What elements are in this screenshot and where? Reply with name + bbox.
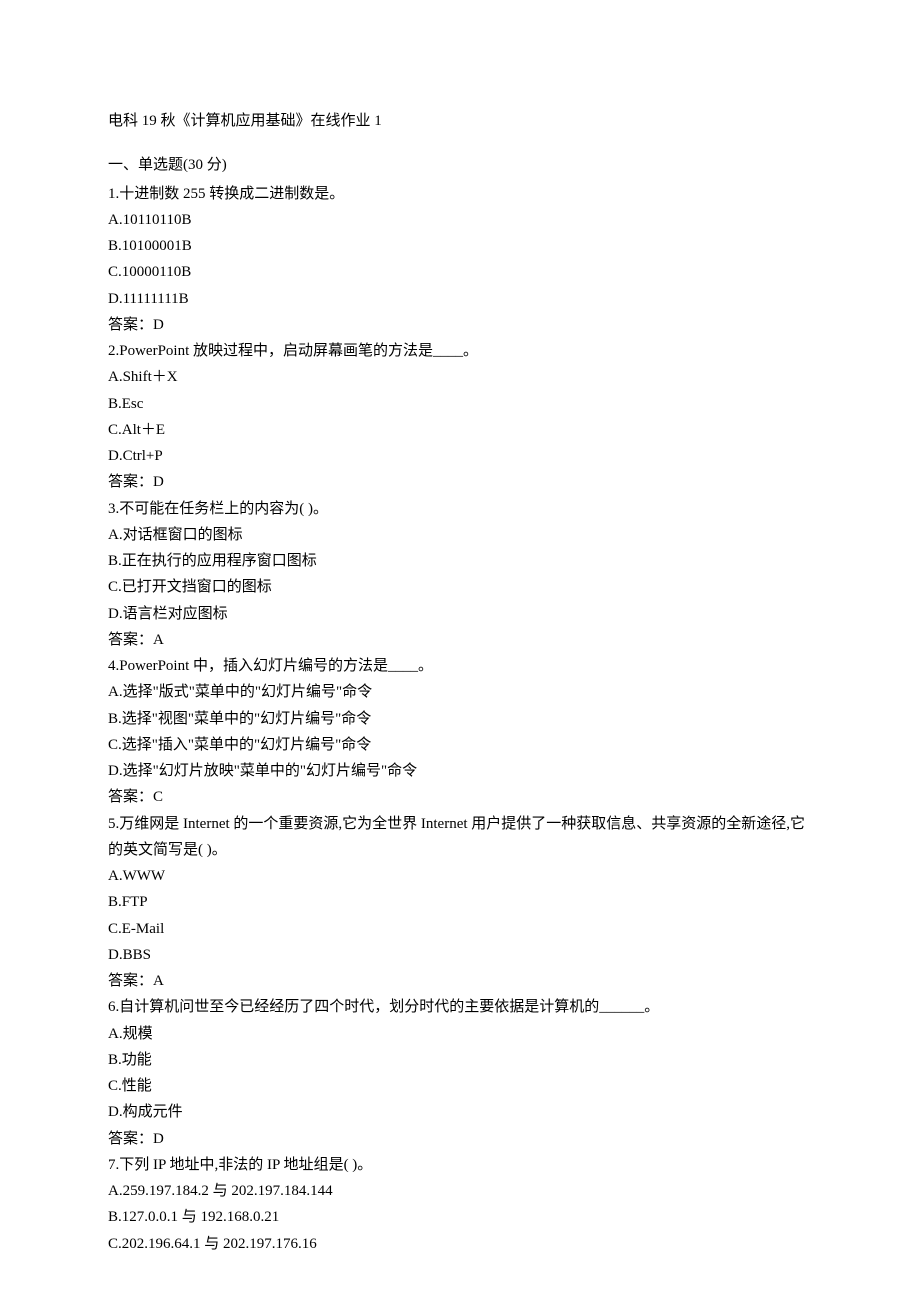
answer: 答案：D — [108, 1126, 812, 1152]
option: C.已打开文挡窗口的图标 — [108, 574, 812, 600]
question-text: 3.不可能在任务栏上的内容为( )。 — [108, 496, 812, 522]
option: A.对话框窗口的图标 — [108, 522, 812, 548]
answer: 答案：A — [108, 968, 812, 994]
option: A.Shift＋X — [108, 364, 812, 390]
question-text: 2.PowerPoint 放映过程中，启动屏幕画笔的方法是____。 — [108, 338, 812, 364]
option: D.选择"幻灯片放映"菜单中的"幻灯片编号"命令 — [108, 758, 812, 784]
question-text: 4.PowerPoint 中，插入幻灯片编号的方法是____。 — [108, 653, 812, 679]
option: D.11111111B — [108, 286, 812, 312]
section-header: 一、单选题(30 分) — [108, 152, 812, 178]
questions-container: 1.十进制数 255 转换成二进制数是。A.10110110BB.1010000… — [108, 181, 812, 1257]
option: C.选择"插入"菜单中的"幻灯片编号"命令 — [108, 732, 812, 758]
page-title: 电科 19 秋《计算机应用基础》在线作业 1 — [108, 108, 812, 134]
answer: 答案：D — [108, 469, 812, 495]
option: A.WWW — [108, 863, 812, 889]
option: A.规模 — [108, 1021, 812, 1047]
answer: 答案：D — [108, 312, 812, 338]
option: C.性能 — [108, 1073, 812, 1099]
question-text: 5.万维网是 Internet 的一个重要资源,它为全世界 Internet 用… — [108, 811, 812, 864]
option: A.10110110B — [108, 207, 812, 233]
option: B.Esc — [108, 391, 812, 417]
option: D.Ctrl+P — [108, 443, 812, 469]
option: C.E-Mail — [108, 916, 812, 942]
option: B.FTP — [108, 889, 812, 915]
option: D.构成元件 — [108, 1099, 812, 1125]
option: B.10100001B — [108, 233, 812, 259]
question-text: 7.下列 IP 地址中,非法的 IP 地址组是( )。 — [108, 1152, 812, 1178]
answer: 答案：C — [108, 784, 812, 810]
option: B.正在执行的应用程序窗口图标 — [108, 548, 812, 574]
option: A.选择"版式"菜单中的"幻灯片编号"命令 — [108, 679, 812, 705]
option: C.202.196.64.1 与 202.197.176.16 — [108, 1231, 812, 1257]
answer: 答案：A — [108, 627, 812, 653]
question-text: 1.十进制数 255 转换成二进制数是。 — [108, 181, 812, 207]
option: D.BBS — [108, 942, 812, 968]
option: A.259.197.184.2 与 202.197.184.144 — [108, 1178, 812, 1204]
option: B.功能 — [108, 1047, 812, 1073]
option: C.Alt＋E — [108, 417, 812, 443]
option: B.选择"视图"菜单中的"幻灯片编号"命令 — [108, 706, 812, 732]
option: C.10000110B — [108, 259, 812, 285]
option: D.语言栏对应图标 — [108, 601, 812, 627]
option: B.127.0.0.1 与 192.168.0.21 — [108, 1204, 812, 1230]
question-text: 6.自计算机问世至今已经经历了四个时代，划分时代的主要依据是计算机的______… — [108, 994, 812, 1020]
